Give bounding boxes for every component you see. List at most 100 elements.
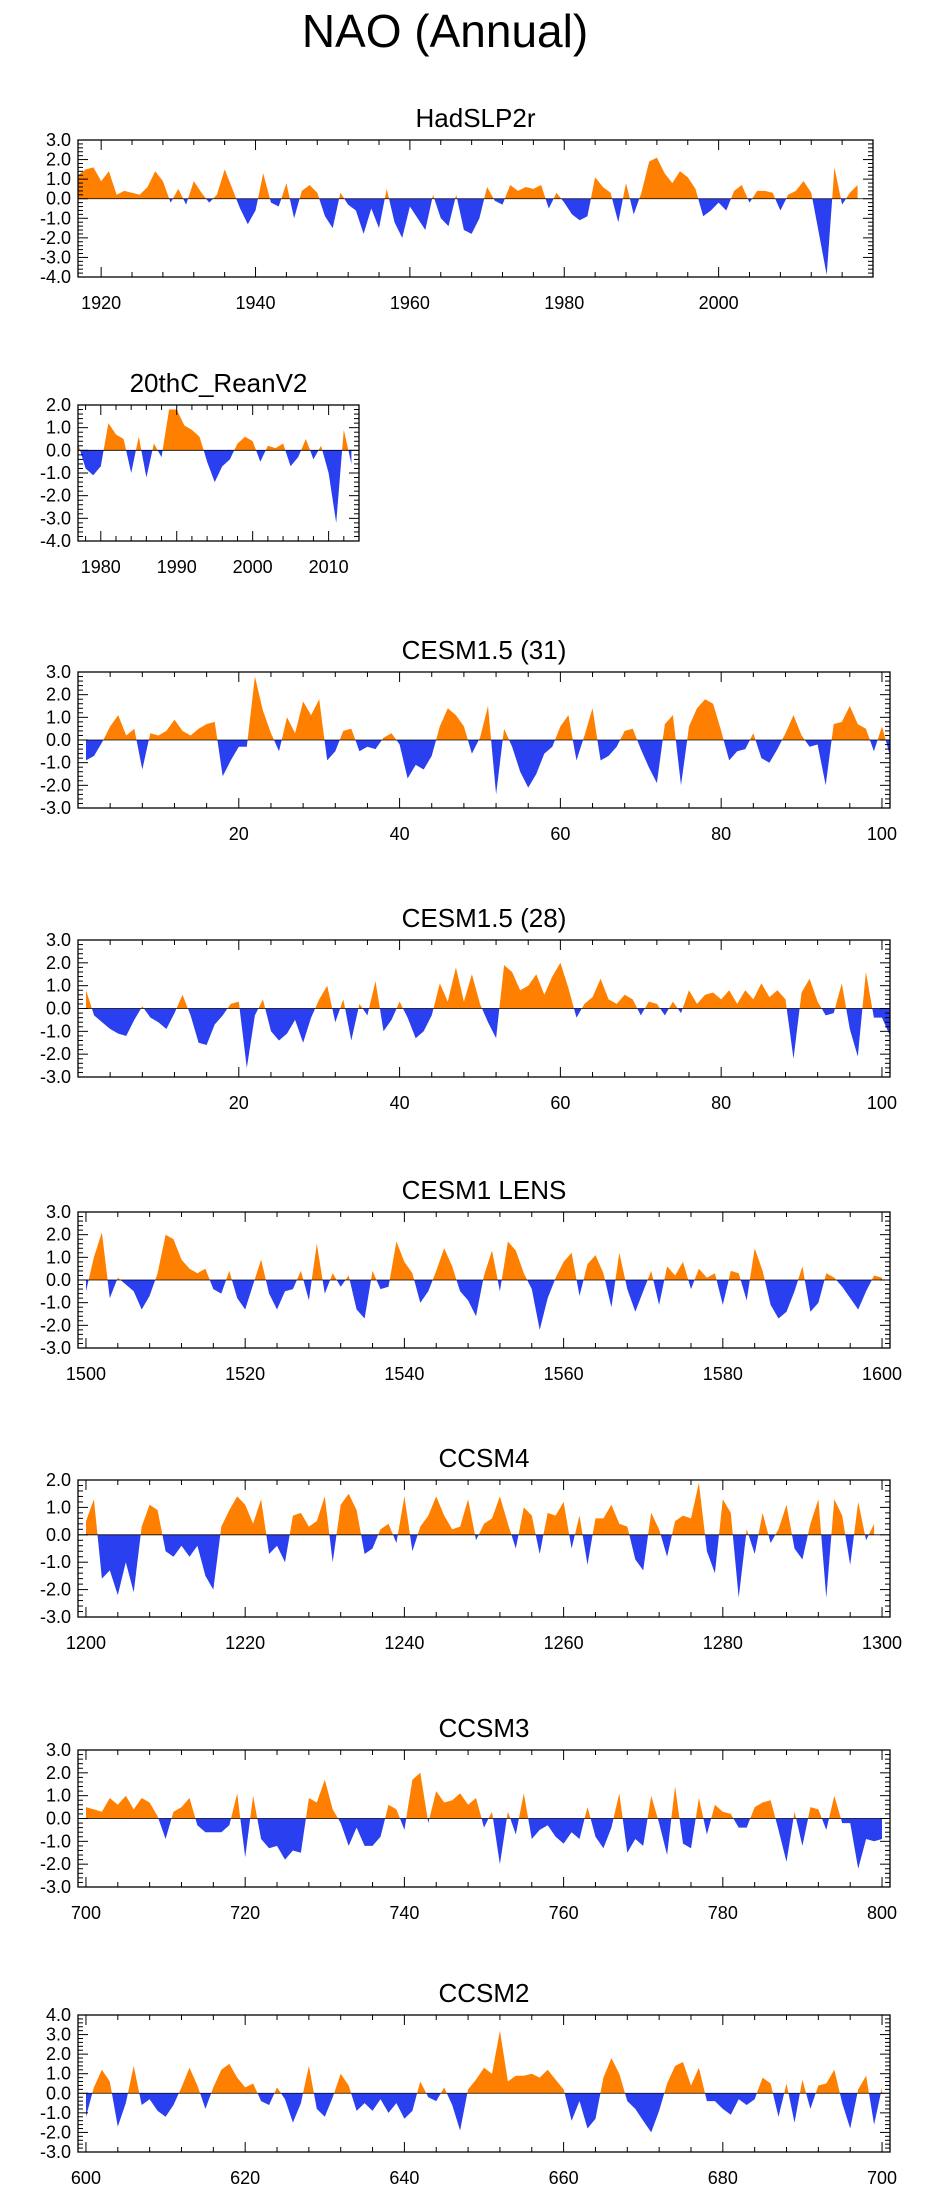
positive-area — [406, 1772, 428, 1819]
negative-area — [705, 1534, 719, 1574]
negative-area — [217, 740, 248, 777]
y-tick-label: 0.0 — [46, 1525, 71, 1545]
negative-area — [336, 1280, 346, 1287]
y-tick-label: -1.0 — [40, 2103, 71, 2123]
negative-area — [821, 1008, 835, 1016]
positive-area — [647, 1270, 654, 1280]
negative-area — [355, 740, 382, 752]
positive-area — [758, 1512, 769, 1535]
positive-area — [648, 1512, 661, 1535]
x-tick-label: 60 — [550, 824, 570, 844]
negative-area — [622, 1818, 648, 1853]
negative-area — [788, 2093, 800, 2123]
negative-area — [281, 2093, 303, 2123]
y-tick-label: 2.0 — [46, 1470, 71, 1490]
positive-area — [162, 409, 204, 451]
negative-area — [393, 1534, 398, 1543]
x-tick-label: 780 — [708, 1903, 738, 1923]
negative-area — [885, 740, 890, 756]
positive-area — [455, 194, 458, 199]
negative-area — [772, 2093, 785, 2117]
positive-area — [227, 1001, 240, 1009]
negative-area — [755, 740, 782, 763]
negative-area — [195, 1818, 231, 1833]
positive-area — [478, 706, 492, 740]
chart-panels: HadSLP2r3.02.01.00.0-1.0-2.0-3.0-4.01920… — [40, 103, 902, 2188]
negative-area — [786, 1008, 800, 1059]
positive-area — [752, 190, 776, 199]
x-tick-label: 740 — [389, 1903, 419, 1923]
positive-area — [274, 2087, 281, 2094]
negative-area — [590, 1818, 614, 1849]
y-tick-label: 0.0 — [46, 730, 71, 750]
x-tick-label: 1280 — [703, 1633, 743, 1653]
negative-area — [597, 740, 621, 761]
positive-area — [871, 1275, 882, 1280]
y-tick-label: -1.0 — [40, 1552, 71, 1572]
positive-area — [682, 983, 787, 1009]
positive-area — [615, 1252, 626, 1280]
x-tick-label: 2000 — [699, 293, 739, 313]
positive-area — [799, 2079, 807, 2094]
positive-area — [583, 708, 598, 740]
positive-area — [247, 676, 274, 740]
y-tick-label: -2.0 — [40, 1044, 71, 1064]
x-tick-label: 640 — [389, 2168, 419, 2188]
positive-area — [171, 1798, 196, 1819]
panel-title: HadSLP2r — [416, 103, 536, 133]
positive-area — [807, 1499, 822, 1535]
panel-title: CCSM3 — [438, 1713, 529, 1743]
negative-area — [107, 1280, 117, 1299]
negative-area — [86, 1280, 89, 1292]
y-tick-label: -2.0 — [40, 228, 71, 248]
positive-area — [728, 1270, 741, 1280]
negative-area — [319, 198, 340, 229]
negative-area — [209, 1280, 227, 1294]
negative-area — [348, 450, 352, 464]
y-tick-label: 1.0 — [46, 1497, 71, 1517]
negative-area — [141, 450, 153, 478]
positive-area — [103, 715, 137, 740]
y-tick-label: -3.0 — [40, 508, 71, 528]
y-tick-label: 3.0 — [46, 1740, 71, 1760]
negative-area — [605, 1280, 616, 1308]
positive-area — [647, 1795, 658, 1819]
positive-area — [835, 983, 847, 1009]
positive-area — [152, 443, 158, 451]
x-tick-label: 1980 — [81, 557, 121, 577]
y-tick-label: 3.0 — [46, 930, 71, 950]
positive-area — [116, 1277, 121, 1280]
negative-area — [338, 1818, 386, 1846]
chart-panel: HadSLP2r 3.02.01.00.0-1.0-2.0-3.0-4.0 1920… — [40, 103, 874, 313]
negative-area — [349, 1280, 371, 1319]
negative-area — [111, 2093, 128, 2127]
positive-area — [749, 1248, 765, 1280]
negative-area — [80, 450, 104, 476]
panel-title: CCSM4 — [438, 1443, 529, 1473]
positive-area — [226, 1270, 232, 1280]
negative-area — [569, 1534, 575, 1549]
negative-area — [265, 1280, 297, 1310]
plot-frame — [77, 139, 874, 278]
y-tick-label: -1.0 — [40, 1021, 71, 1041]
negative-area — [528, 1818, 585, 1844]
negative-area — [491, 740, 503, 795]
positive-area — [340, 999, 346, 1009]
positive-area — [148, 719, 218, 740]
positive-area — [584, 1807, 591, 1819]
positive-area — [299, 185, 320, 199]
x-tick-label: 80 — [711, 824, 731, 844]
panel-title: CCSM2 — [438, 1978, 529, 2008]
negative-area — [846, 1008, 863, 1057]
x-tick-label: 1920 — [81, 293, 121, 313]
negative-area — [456, 1280, 484, 1317]
y-tick-label: -2.0 — [40, 1580, 71, 1600]
x-tick-label: 700 — [71, 1903, 101, 1923]
positive-area — [846, 185, 858, 199]
positive-area — [86, 1795, 159, 1819]
positive-area — [798, 1266, 805, 1280]
negative-area — [257, 1818, 306, 1860]
chart-panel: CESM1.5 (31) 3.0 2.01.0 0.0 -1.0-2.0 -3.0 20 40… — [40, 635, 897, 844]
x-tick-label: 680 — [708, 2168, 738, 2188]
